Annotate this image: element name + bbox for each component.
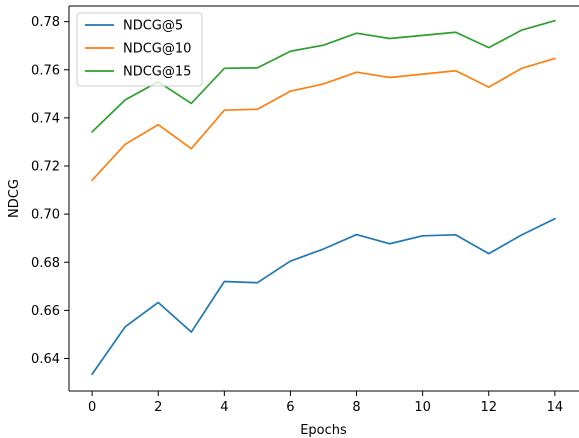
y-tick-label: 0.68 — [31, 256, 60, 271]
y-tick-label: 0.78 — [31, 15, 60, 30]
x-tick-label: 2 — [154, 400, 162, 415]
y-tick-label: 0.76 — [31, 63, 60, 78]
x-tick-label: 4 — [220, 400, 228, 415]
series-line-3 — [90, 19, 556, 134]
x-tick-label: 10 — [414, 400, 431, 415]
y-tick-label: 0.64 — [31, 352, 60, 367]
series-line-2 — [90, 57, 556, 182]
legend-label-3: NDCG@15 — [123, 65, 191, 80]
axes: 0 2 4 6 8 10 12 14 0.64 0.66 0.68 0.70 0.72 0.74 0.76 0… — [31, 5, 579, 415]
x-tick-label: 0 — [88, 400, 96, 415]
legend-label-2: NDCG@10 — [123, 42, 191, 57]
x-tick-label: 8 — [352, 400, 360, 415]
legend: NDCG@5 NDCG@10 NDCG@15 — [76, 12, 203, 87]
legend-box — [76, 12, 203, 87]
series-line-1 — [90, 217, 556, 376]
x-tick-label: 12 — [480, 400, 497, 415]
y-axis-label: NDCG — [7, 179, 22, 218]
y-tick-label: 0.72 — [31, 160, 60, 175]
plot-area — [90, 19, 556, 376]
x-axis-label: Epochs — [300, 423, 347, 438]
x-tick-label: 14 — [547, 400, 564, 415]
y-tick-label: 0.66 — [31, 304, 60, 319]
y-tick-label: 0.74 — [31, 111, 60, 126]
x-tick-label: 6 — [286, 400, 294, 415]
legend-label-1: NDCG@5 — [123, 19, 183, 34]
y-tick-label: 0.70 — [31, 208, 60, 223]
